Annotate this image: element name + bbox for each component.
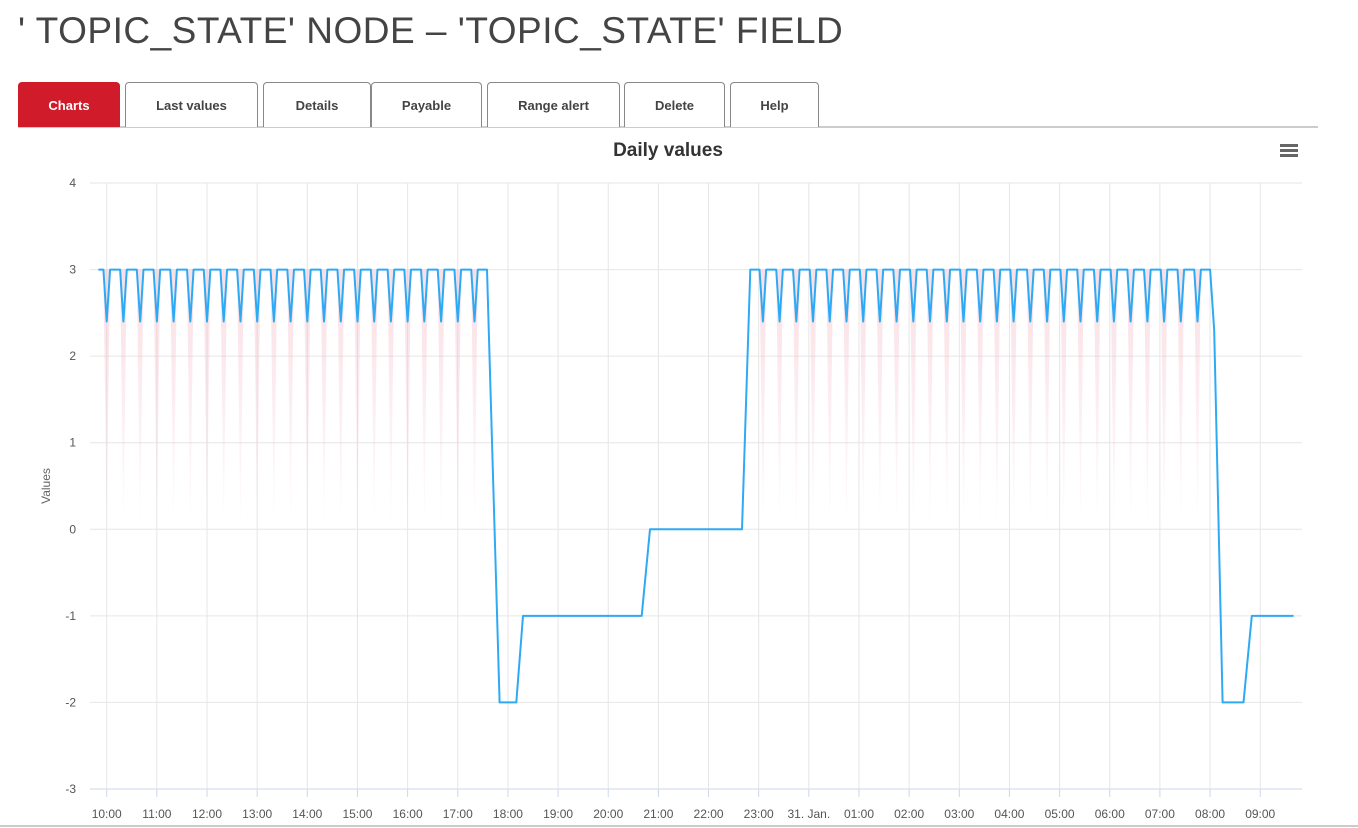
range-area xyxy=(1010,269,1017,530)
x-tick-label: 09:00 xyxy=(1245,807,1275,821)
tab-last-values[interactable]: Last values xyxy=(125,82,258,127)
y-tick-label: 4 xyxy=(69,176,76,190)
range-area xyxy=(437,269,445,530)
range-area xyxy=(826,269,834,530)
range-area xyxy=(1144,269,1151,530)
x-tick-label: 10:00 xyxy=(92,807,122,821)
x-tick-label: 22:00 xyxy=(694,807,724,821)
page-title: ' TOPIC_STATE' NODE – 'TOPIC_STATE' FIEL… xyxy=(18,10,844,51)
series-line xyxy=(98,268,1294,704)
range-area xyxy=(387,269,395,530)
range-area xyxy=(1110,269,1118,530)
range-area xyxy=(909,269,917,530)
tab-range-alert[interactable]: Range alert xyxy=(487,82,620,127)
range-area xyxy=(943,269,951,530)
x-tick-label: 08:00 xyxy=(1195,807,1225,821)
page-divider xyxy=(0,825,1358,827)
range-area xyxy=(759,269,767,530)
range-area xyxy=(287,269,294,530)
x-tick-label: 11:00 xyxy=(142,807,171,821)
range-area xyxy=(153,269,161,530)
x-tick-label: 21:00 xyxy=(643,807,673,821)
range-area xyxy=(1060,269,1068,530)
range-area xyxy=(1027,269,1034,530)
tab-details[interactable]: Details xyxy=(263,82,371,127)
range-area xyxy=(976,269,984,530)
range-area xyxy=(1093,269,1101,530)
range-area xyxy=(186,269,194,530)
range-area xyxy=(320,269,328,530)
y-tick-label: 0 xyxy=(69,522,76,536)
range-area xyxy=(203,269,211,530)
y-tick-label: -1 xyxy=(65,609,76,623)
x-tick-label: 04:00 xyxy=(994,807,1024,821)
tab-bar: Charts Last values Details Payable Range ale… xyxy=(18,82,1318,128)
range-area xyxy=(421,269,428,530)
range-area xyxy=(893,269,900,530)
range-area xyxy=(1177,269,1185,530)
range-area xyxy=(859,269,867,530)
chart-title: Daily values xyxy=(613,140,723,161)
range-area xyxy=(776,269,783,530)
range-area xyxy=(960,269,967,530)
range-area xyxy=(237,269,244,530)
x-tick-label: 13:00 xyxy=(242,807,272,821)
range-area xyxy=(1160,269,1168,530)
x-tick-label: 05:00 xyxy=(1045,807,1075,821)
range-area xyxy=(1077,269,1084,530)
range-area xyxy=(337,269,345,530)
range-area xyxy=(270,269,278,530)
x-tick-label: 19:00 xyxy=(543,807,573,821)
tab-delete[interactable]: Delete xyxy=(624,82,725,127)
range-area xyxy=(120,269,127,530)
range-area xyxy=(370,269,378,530)
x-tick-label: 03:00 xyxy=(944,807,974,821)
range-area xyxy=(1127,269,1134,530)
range-area xyxy=(926,269,934,530)
x-tick-label: 20:00 xyxy=(593,807,623,821)
y-tick-label: 1 xyxy=(69,436,76,450)
x-tick-label: 18:00 xyxy=(493,807,523,821)
y-tick-label: 2 xyxy=(69,349,76,363)
tab-charts[interactable]: Charts xyxy=(18,82,120,127)
range-area xyxy=(454,269,462,530)
x-tick-label: 14:00 xyxy=(292,807,322,821)
x-tick-label: 02:00 xyxy=(894,807,924,821)
hamburger-menu-icon[interactable] xyxy=(1280,144,1298,157)
x-tick-label: 12:00 xyxy=(192,807,222,821)
range-area xyxy=(876,269,884,530)
x-tick-label: 01:00 xyxy=(844,807,874,821)
range-area xyxy=(253,269,261,530)
range-area xyxy=(170,269,177,530)
y-tick-label: 3 xyxy=(69,263,76,277)
x-tick-label: 17:00 xyxy=(443,807,473,821)
range-area xyxy=(843,269,850,530)
range-area xyxy=(103,269,111,530)
range-area xyxy=(303,269,311,530)
range-area xyxy=(471,269,478,530)
x-tick-label: 06:00 xyxy=(1095,807,1125,821)
y-tick-label: -2 xyxy=(65,695,76,709)
tab-payable[interactable]: Payable xyxy=(371,82,482,127)
range-area xyxy=(792,269,800,530)
range-area xyxy=(809,269,817,530)
range-area xyxy=(136,269,144,530)
tab-help[interactable]: Help xyxy=(730,82,819,127)
range-area xyxy=(220,269,228,530)
range-area xyxy=(1043,269,1051,530)
y-axis-label: Values xyxy=(39,468,53,504)
range-area xyxy=(404,269,411,530)
x-tick-label: 31. Jan. xyxy=(787,807,830,821)
range-area xyxy=(1194,269,1201,530)
range-area xyxy=(993,269,1001,530)
x-tick-label: 16:00 xyxy=(393,807,423,821)
x-tick-label: 07:00 xyxy=(1145,807,1175,821)
x-tick-label: 15:00 xyxy=(342,807,372,821)
x-tick-label: 23:00 xyxy=(744,807,774,821)
y-tick-label: -3 xyxy=(65,782,76,796)
range-area xyxy=(354,269,361,530)
